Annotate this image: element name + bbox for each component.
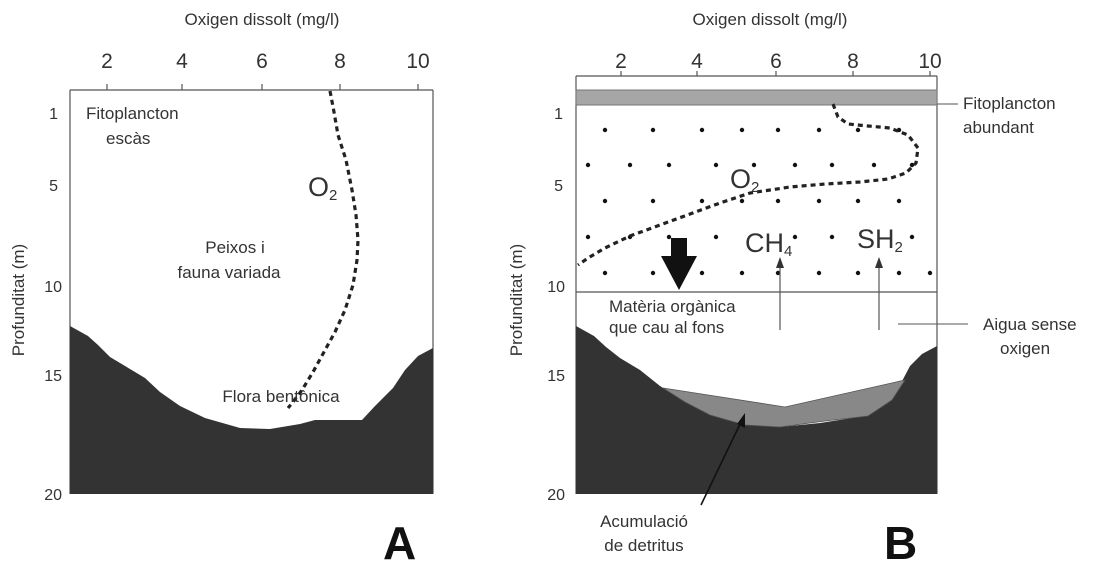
panel-b-ch4-arrow-head <box>776 257 784 268</box>
water-dot <box>602 127 608 133</box>
panel-b-acum-line2: de detritus <box>604 536 683 555</box>
water-dot <box>739 198 745 204</box>
panel-b-y-tick-1: 1 <box>554 106 563 123</box>
water-dot <box>829 162 835 168</box>
water-dot <box>650 127 656 133</box>
panel-b-materia-label-bg <box>607 293 767 338</box>
water-dot <box>896 198 902 204</box>
water-dot <box>666 162 672 168</box>
water-dot <box>713 234 719 240</box>
panel-b-y-tick-10: 10 <box>547 279 565 296</box>
water-dot <box>739 127 745 133</box>
water-dot <box>855 127 861 133</box>
panel-b-materia-line1: Matèria orgànica <box>609 297 736 316</box>
panel-b-y-tick-15: 15 <box>547 368 565 385</box>
water-dot <box>816 127 822 133</box>
panel-b-sh2-label: SH2 <box>857 224 903 256</box>
water-dot <box>739 270 745 276</box>
panel-a-y-tick-10: 10 <box>44 279 62 296</box>
panel-b-fito-line1: Fitoplancton <box>963 94 1056 113</box>
panel-a-x-tick-6: 6 <box>256 50 268 73</box>
panel-b-x-tick-2: 2 <box>615 50 627 73</box>
panel-b-x-tick-10: 10 <box>918 50 941 73</box>
panel-b-letter: B <box>884 517 917 563</box>
water-dot <box>699 198 705 204</box>
panel-b-acum-line1: Acumulació <box>600 512 688 531</box>
panel-a-flora-label: Flora bentònica <box>222 387 340 406</box>
panel-a-fito-line1: Fitoplancton <box>86 104 179 123</box>
water-dot <box>871 162 877 168</box>
panel-a-x-tick-2: 2 <box>101 50 113 73</box>
panel-b-sediment <box>576 326 937 494</box>
panel-b-aigua-line1: Aigua sense <box>983 315 1077 334</box>
water-dot <box>896 270 902 276</box>
water-dot <box>927 270 933 276</box>
water-dot <box>585 162 591 168</box>
water-dot <box>816 270 822 276</box>
water-dot <box>775 127 781 133</box>
panel-b: Oxigen dissolt (mg/l) 2 4 6 8 10 1 5 10 … <box>507 10 1077 563</box>
panel-b-sh2-arrow-head <box>875 257 883 268</box>
panel-a-fauna-line2: fauna variada <box>177 263 281 282</box>
panel-b-y-tick-20: 20 <box>547 487 565 504</box>
panel-a-o2-label: O2 <box>308 172 337 204</box>
panel-a-y-tick-20: 20 <box>44 487 62 504</box>
panel-b-materia-line2: que cau al fons <box>609 318 724 337</box>
panel-a-x-axis-title: Oxigen dissolt (mg/l) <box>185 10 340 29</box>
water-dot <box>775 198 781 204</box>
panel-b-falling-matter-arrow <box>661 238 697 290</box>
water-dot <box>909 234 915 240</box>
panel-a-o2-profile <box>286 90 360 410</box>
water-dot <box>829 234 835 240</box>
water-dot <box>666 234 672 240</box>
panel-b-x-tick-8: 8 <box>847 50 859 73</box>
panel-b-surface-bar <box>575 89 938 106</box>
water-dot <box>816 198 822 204</box>
panel-a-x-tick-4: 4 <box>176 50 188 73</box>
panel-a: Oxigen dissolt (mg/l) 2 4 6 8 10 1 5 10 … <box>9 10 434 563</box>
panel-b-detritus <box>662 379 906 428</box>
water-dot <box>699 270 705 276</box>
water-dot <box>699 127 705 133</box>
panel-a-fito-line2: escàs <box>106 129 150 148</box>
panel-b-ch4-label: CH4 <box>745 228 792 260</box>
panel-b-y-axis-title: Profunditat (m) <box>507 244 526 356</box>
panel-a-y-tick-1: 1 <box>49 106 58 123</box>
water-dot <box>650 270 656 276</box>
water-dot <box>751 162 757 168</box>
panel-b-y-tick-5: 5 <box>554 178 563 195</box>
panel-a-x-tick-10: 10 <box>406 50 429 73</box>
water-dot <box>713 162 719 168</box>
water-dot <box>650 198 656 204</box>
panel-b-o2-profile <box>577 103 920 267</box>
panel-b-o2-label: O2 <box>730 164 759 196</box>
water-dot <box>627 162 633 168</box>
water-dot <box>602 270 608 276</box>
panel-a-fauna-line1: Peixos i <box>205 238 265 257</box>
panel-a-x-tick-marks <box>106 84 419 90</box>
water-dot <box>855 270 861 276</box>
water-dot <box>602 198 608 204</box>
water-dot <box>775 270 781 276</box>
panel-a-y-tick-5: 5 <box>49 178 58 195</box>
panel-a-letter: A <box>383 517 416 563</box>
panel-a-y-tick-15: 15 <box>44 368 62 385</box>
panel-b-dot-field <box>585 127 933 276</box>
water-dot <box>792 234 798 240</box>
water-dot <box>855 198 861 204</box>
water-dot <box>585 234 591 240</box>
panel-b-aigua-line2: oxigen <box>1000 339 1050 358</box>
water-dot <box>792 162 798 168</box>
panel-b-x-tick-4: 4 <box>691 50 703 73</box>
panel-b-detritus-leader-head <box>737 413 745 428</box>
panel-b-detritus-leader <box>700 419 743 506</box>
panel-b-x-tick-marks <box>620 71 931 76</box>
panel-b-x-tick-6: 6 <box>770 50 782 73</box>
panel-b-x-axis-title: Oxigen dissolt (mg/l) <box>693 10 848 29</box>
panel-b-fito-line2: abundant <box>963 118 1034 137</box>
panel-a-x-tick-8: 8 <box>334 50 346 73</box>
panel-a-sediment <box>70 326 433 494</box>
panel-a-y-axis-title: Profunditat (m) <box>9 244 28 356</box>
